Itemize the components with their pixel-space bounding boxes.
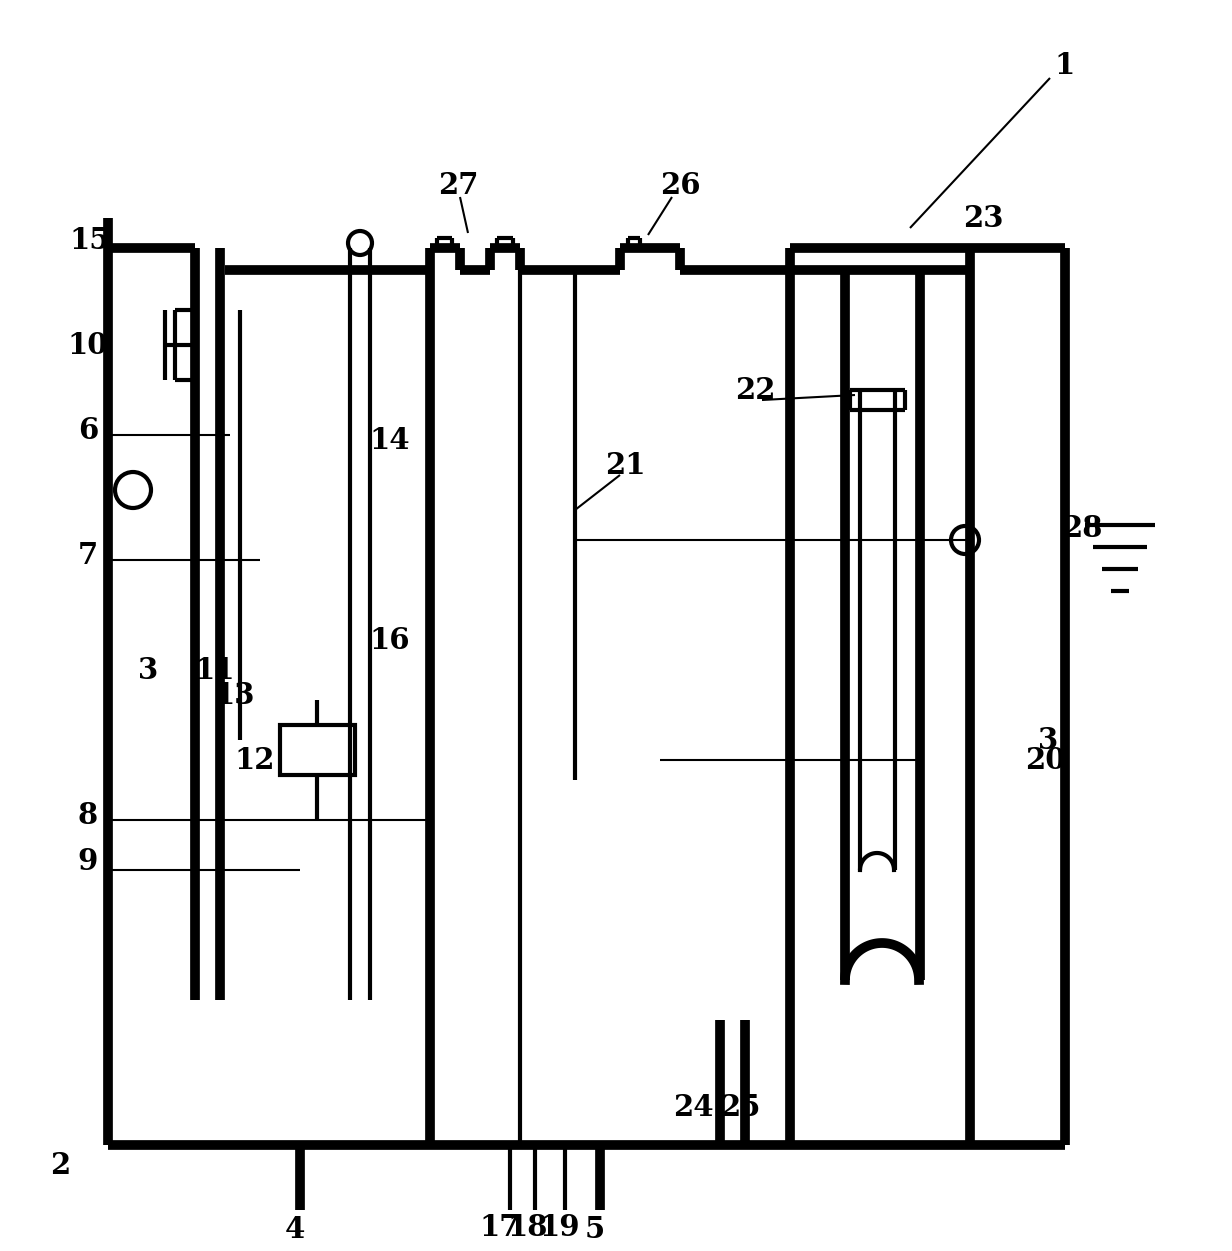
Text: 2: 2 xyxy=(49,1151,70,1180)
Text: 13: 13 xyxy=(214,681,255,709)
Text: 1: 1 xyxy=(1055,50,1076,80)
Text: 17: 17 xyxy=(479,1213,520,1242)
Text: 21: 21 xyxy=(605,450,646,479)
Text: 9: 9 xyxy=(78,847,99,877)
Text: 24: 24 xyxy=(673,1093,713,1122)
Text: 5: 5 xyxy=(585,1216,605,1245)
Text: 20: 20 xyxy=(1025,746,1066,774)
Text: 7: 7 xyxy=(78,540,99,569)
Text: 15: 15 xyxy=(70,225,110,254)
Text: 12: 12 xyxy=(235,746,275,774)
Bar xyxy=(280,726,355,776)
Text: 10: 10 xyxy=(68,330,108,359)
Text: 3: 3 xyxy=(138,656,158,684)
Text: 27: 27 xyxy=(437,170,478,199)
Text: 28: 28 xyxy=(1062,513,1103,543)
Text: 19: 19 xyxy=(540,1213,580,1242)
Text: 16: 16 xyxy=(370,626,410,654)
Text: 8: 8 xyxy=(78,801,99,829)
Text: 23: 23 xyxy=(962,204,1003,233)
Text: 3: 3 xyxy=(1037,726,1058,754)
Text: 22: 22 xyxy=(734,375,775,404)
Text: 6: 6 xyxy=(78,415,99,444)
Text: 25: 25 xyxy=(719,1093,760,1122)
Text: 4: 4 xyxy=(285,1216,306,1245)
Text: 11: 11 xyxy=(195,656,235,684)
Text: 26: 26 xyxy=(659,170,700,199)
Text: 14: 14 xyxy=(370,425,410,454)
Text: 18: 18 xyxy=(508,1213,548,1242)
